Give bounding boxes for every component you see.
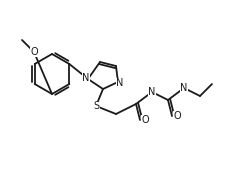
Text: O: O [141, 115, 148, 125]
Text: N: N [148, 87, 155, 97]
Text: S: S [92, 101, 99, 111]
Text: N: N [116, 78, 123, 88]
Text: N: N [180, 83, 187, 93]
Text: O: O [173, 111, 180, 121]
Text: O: O [30, 47, 38, 57]
Text: N: N [82, 73, 89, 83]
